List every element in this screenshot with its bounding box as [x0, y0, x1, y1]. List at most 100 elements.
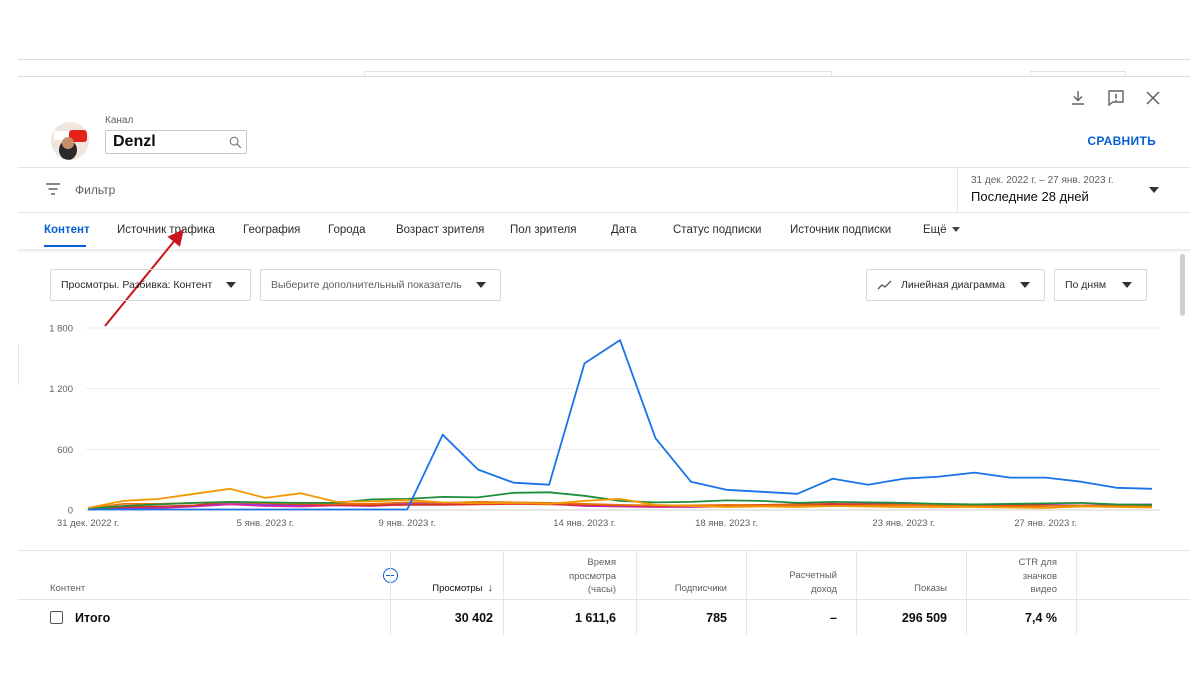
date-period-text: Последние 28 дней [971, 189, 1089, 204]
granularity-label: По дням [1065, 279, 1107, 291]
download-icon[interactable] [1068, 88, 1088, 108]
search-icon[interactable] [224, 131, 246, 153]
extra-metric-dropdown[interactable]: Выберите дополнительный показатель [260, 269, 501, 301]
tab-subscription-status[interactable]: Статус подписки [673, 224, 762, 236]
channel-avatar [51, 122, 89, 160]
y-tick-label: 1 200 [49, 384, 73, 395]
total-ctr: 7,4 % [1025, 611, 1057, 625]
col-header-views-label: Просмотры [432, 583, 483, 594]
chevron-down-icon [1149, 187, 1159, 193]
tab-more[interactable]: Ещё [923, 224, 960, 236]
y-tick-label: 600 [57, 445, 73, 456]
channel-search-input[interactable]: Denzl [105, 130, 247, 154]
filter-icon[interactable] [45, 182, 61, 196]
tab-traffic-source[interactable]: Источник трафика [117, 224, 215, 236]
column-divider [966, 551, 967, 635]
tab-viewer-age[interactable]: Возраст зрителя [396, 224, 485, 236]
x-tick-label: 31 дек. 2022 г. [57, 518, 119, 529]
background-search-box [364, 71, 832, 77]
series-line [87, 491, 1153, 510]
tab-viewer-gender[interactable]: Пол зрителя [510, 224, 577, 236]
tab-subscription-source[interactable]: Источник подписки [790, 224, 892, 236]
col-header-views[interactable]: Просмотры ↓ [432, 582, 493, 596]
column-divider [390, 551, 391, 635]
x-tick-label: 27 янв. 2023 г. [1014, 518, 1077, 529]
background-button [1030, 71, 1126, 77]
active-tab-indicator [44, 245, 86, 247]
col-header-watch-time-line: Время [587, 557, 616, 568]
series-line [87, 487, 1153, 509]
x-tick-label: 14 янв. 2023 г. [553, 518, 616, 529]
total-revenue: – [830, 611, 837, 625]
total-subscribers: 785 [706, 611, 727, 625]
granularity-dropdown[interactable]: По дням [1054, 269, 1147, 301]
chevron-down-icon [1020, 282, 1030, 288]
total-row-label: Итого [75, 611, 111, 625]
channel-label: Канал [105, 115, 134, 126]
x-tick-label: 5 янв. 2023 г. [237, 518, 294, 529]
chevron-down-icon [226, 282, 236, 288]
chart-type-label: Линейная диаграмма [901, 279, 1006, 291]
chevron-down-icon [1122, 282, 1132, 288]
feedback-icon[interactable] [1106, 88, 1126, 108]
col-header-ctr[interactable]: CTR для значков видео [1019, 556, 1057, 597]
tabs-divider [18, 249, 1190, 253]
col-header-revenue[interactable]: Расчетный доход [789, 569, 837, 596]
views-line-chart: 0 600 1 200 1 800 31 дек. 2022 г. 5 янв. 2023… [40, 318, 1160, 533]
col-header-ctr-line: видео [1030, 584, 1057, 595]
total-watch-time: 1 611,6 [574, 611, 616, 625]
column-divider [746, 551, 747, 635]
col-header-impressions[interactable]: Показы [914, 583, 947, 594]
side-divider [18, 345, 19, 385]
arrow-down-icon: ↓ [487, 582, 494, 594]
tab-more-label: Ещё [923, 224, 947, 236]
header-divider [18, 167, 1190, 168]
col-header-revenue-line: Расчетный [789, 570, 837, 581]
y-tick-label: 0 [68, 506, 73, 517]
tab-cities[interactable]: Города [328, 224, 366, 236]
total-impressions: 296 509 [901, 611, 947, 625]
date-range-picker[interactable]: 31 дек. 2022 г. – 27 янв. 2023 г. Послед… [957, 168, 1172, 213]
col-header-revenue-line: доход [811, 583, 837, 595]
column-divider [856, 551, 857, 635]
series-line [88, 339, 1153, 511]
total-views: 30 402 [454, 611, 493, 625]
x-tick-label: 9 янв. 2023 г. [379, 518, 436, 529]
column-divider [1076, 551, 1077, 635]
metric-dropdown[interactable]: Просмотры. Разбивка: Контент [50, 269, 251, 301]
compare-button[interactable]: СРАВНИТЬ [1087, 134, 1156, 148]
col-header-subscribers[interactable]: Подписчики [674, 583, 727, 594]
line-chart-icon [877, 280, 892, 290]
col-header-ctr-line: значков [1022, 570, 1057, 582]
chart-type-dropdown[interactable]: Линейная диаграмма [866, 269, 1045, 301]
tab-geography[interactable]: География [243, 224, 301, 236]
close-icon[interactable] [1143, 88, 1163, 108]
chevron-down-icon [951, 227, 960, 233]
col-header-content[interactable]: Контент [50, 583, 86, 594]
tab-date[interactable]: Дата [611, 224, 637, 236]
column-divider [503, 551, 504, 635]
channel-name: Denzl [113, 133, 156, 150]
table-top-divider [18, 550, 1190, 551]
chevron-down-icon [476, 282, 486, 288]
annotation-arrow-icon [104, 229, 184, 327]
x-tick-label: 23 янв. 2023 г. [872, 518, 935, 529]
extra-metric-placeholder: Выберите дополнительный показатель [271, 279, 462, 291]
tab-content[interactable]: Контент [44, 224, 90, 236]
scrollbar[interactable] [1180, 254, 1185, 316]
metric-dropdown-label: Просмотры. Разбивка: Контент [61, 279, 213, 291]
dialog-top-border [18, 76, 1190, 77]
y-tick-label: 1 800 [49, 324, 73, 335]
x-tick-label: 18 янв. 2023 г. [695, 518, 758, 529]
col-header-watch-time-line: просмотра [569, 570, 616, 582]
table-header-divider [18, 599, 1190, 600]
filter-divider [18, 212, 1190, 213]
total-row-checkbox[interactable] [50, 611, 63, 624]
background-divider [18, 59, 1190, 60]
column-divider [636, 551, 637, 635]
filter-input[interactable]: Фильтр [75, 183, 116, 197]
col-header-ctr-line: CTR для [1018, 557, 1057, 568]
date-range-text: 31 дек. 2022 г. – 27 янв. 2023 г. [971, 175, 1114, 186]
col-header-watch-time[interactable]: Время просмотра (часы) [569, 556, 616, 597]
col-header-watch-time-line: (часы) [587, 584, 616, 595]
